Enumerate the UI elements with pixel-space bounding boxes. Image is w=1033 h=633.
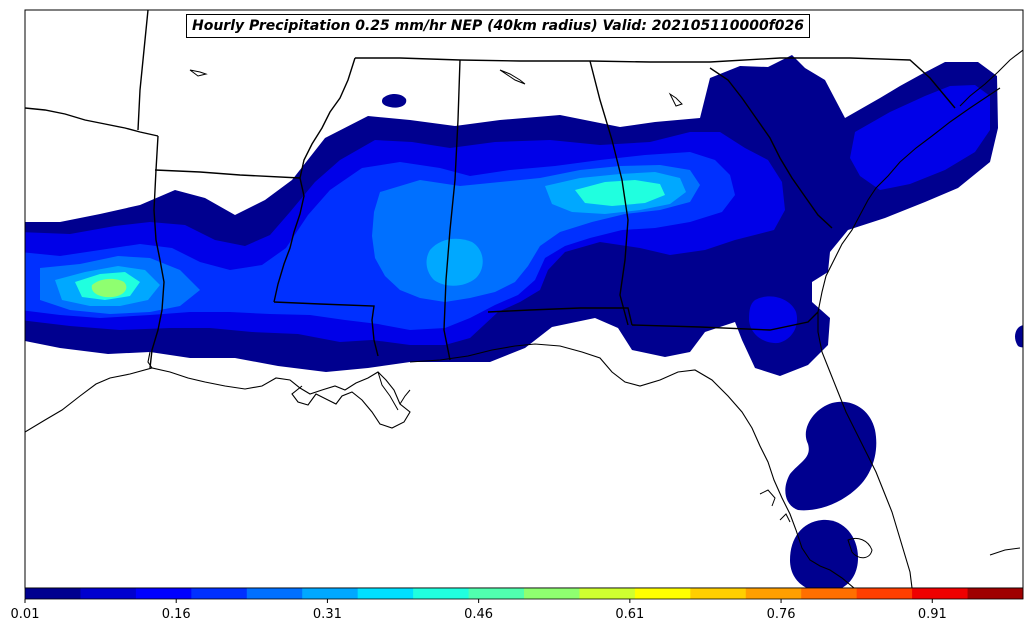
colorbar-tick-label: 0.16 (161, 607, 191, 622)
precip-blob-small-west (381, 93, 407, 108)
border-mississippi-river (273, 57, 356, 303)
colorbar-segment (246, 588, 303, 599)
colorbar-segment (579, 588, 636, 599)
colorbar-segment (468, 588, 525, 599)
colorbar-segment (302, 588, 359, 599)
colorbar-tick-label: 0.46 (464, 607, 494, 622)
colorbar-segment (745, 588, 802, 599)
precip-contour-level-7 (91, 278, 127, 298)
coastline-florida-east (759, 489, 791, 523)
colorbar-tick-label: 0.31 (312, 607, 342, 622)
border-louisiana-mississippi (273, 301, 379, 357)
map-title: Hourly Precipitation 0.25 mm/hr NEP (40k… (186, 14, 811, 38)
precipitation-field (25, 55, 1023, 588)
coastline-atlantic (959, 49, 1023, 107)
colorbar-segment (912, 588, 969, 599)
border-alabama-florida (487, 307, 633, 326)
border-georgia-south-carolina (709, 67, 833, 229)
precip-contour-level-2-coast (749, 296, 798, 344)
colorbar-segment (634, 588, 691, 599)
border-north-carolina-south-carolina (709, 57, 956, 109)
colorbar-tick-label: 0.01 (10, 607, 40, 622)
colorbar-frame (24, 587, 1024, 600)
border-georgia-florida (631, 311, 819, 331)
colorbar-segment (967, 588, 1024, 599)
precip-contour-level-2-east (850, 85, 990, 190)
precip-contour-level-5-center-west (426, 238, 483, 286)
colorbar-tick-label: 0.61 (615, 607, 645, 622)
colorbar-segment (801, 588, 858, 599)
precip-contour-level-6-center (575, 180, 665, 206)
colorbar-segment (524, 588, 580, 599)
border-oklahoma-arkansas (137, 10, 149, 131)
precip-blob-florida-central (785, 401, 877, 511)
colorbar-segment (191, 588, 248, 599)
border-texas-oklahoma (25, 107, 159, 137)
precip-blob-east-edge (1015, 325, 1023, 348)
colorbar (24, 587, 1024, 603)
colorbar-segment (690, 588, 747, 599)
coastline-bahamas (989, 547, 1021, 556)
colorbar-segment (357, 588, 414, 599)
precip-blob-florida-south (790, 519, 858, 588)
colorbar-segment (413, 588, 470, 599)
colorbar-tick-label: 0.76 (766, 607, 796, 622)
colorbar-segment (856, 588, 913, 599)
border-arkansas-louisiana (154, 169, 301, 179)
border-tennessee-south (355, 57, 710, 63)
geographic-lines (25, 10, 1023, 588)
coastline-delta (377, 371, 411, 411)
colorbar-segment (135, 588, 192, 599)
border-texas-louisiana (149, 135, 165, 369)
border-alabama-georgia (589, 60, 629, 326)
lake-outline (189, 69, 873, 559)
coastline-texas (25, 351, 153, 440)
colorbar-segment (80, 588, 137, 599)
coastline-gulf (25, 87, 1001, 588)
colorbar-tick-label: 0.91 (917, 607, 947, 622)
colorbar-segment (25, 588, 81, 599)
border-mississippi-alabama (443, 59, 461, 361)
